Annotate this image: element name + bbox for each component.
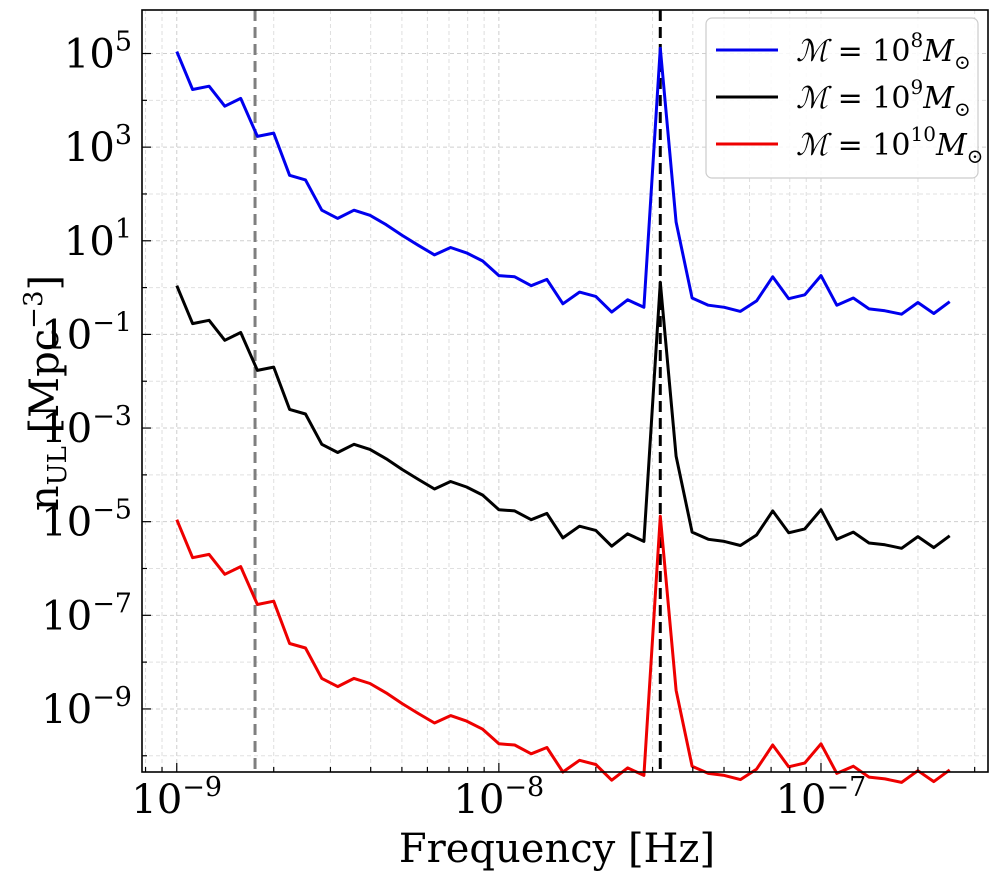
y-tick-label: 103 <box>64 120 132 171</box>
x-tick-label: 10−8 <box>454 772 545 823</box>
y-tick-labels: 105 103 101 10−1 10−3 10−5 10−7 10−9 <box>41 27 132 733</box>
y-tick-label: 105 <box>64 27 132 78</box>
y-tick-label: 10−1 <box>41 307 132 358</box>
y-tick-label: 10−5 <box>41 495 132 546</box>
y-axis-title: nUL [Mpc−3] <box>19 275 73 511</box>
y-tick-label: 101 <box>64 214 132 265</box>
y-tick-label: 10−9 <box>41 682 132 733</box>
x-tick-labels: 10−9 10−8 10−7 <box>131 772 866 823</box>
y-tick-label: 10−7 <box>41 588 132 639</box>
series-line-1 <box>175 46 951 316</box>
legend-label: ℳ = 108M⊙ <box>796 28 971 74</box>
axis-ticks <box>142 52 976 772</box>
legend-label: ℳ = 109M⊙ <box>796 75 971 121</box>
plot-frame <box>141 9 989 773</box>
legend: ℳ = 108M⊙ℳ = 109M⊙ℳ = 1010M⊙ <box>705 17 983 179</box>
reference-lines <box>253 10 662 772</box>
x-tick-label: 10−7 <box>776 772 867 823</box>
series-line-2 <box>175 280 951 550</box>
legend-box <box>705 17 979 179</box>
x-axis-title: Frequency [Hz] <box>399 826 715 872</box>
series-line-3 <box>175 514 951 784</box>
y-tick-label: 10−3 <box>41 401 132 452</box>
legend-label: ℳ = 1010M⊙ <box>796 122 983 168</box>
x-tick-label: 10−9 <box>131 772 222 823</box>
